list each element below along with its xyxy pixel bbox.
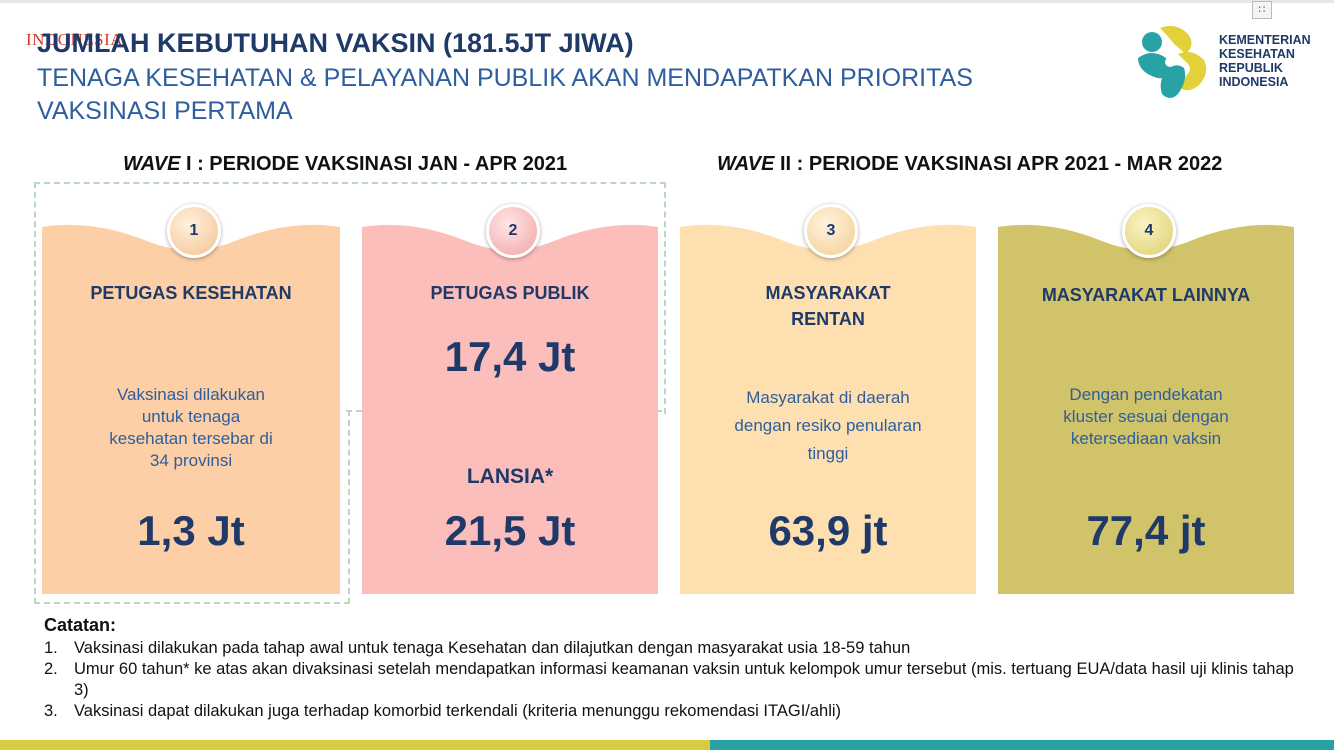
wave-1-heading: WAVE I : PERIODE VAKSINASI JAN - APR 202… [123, 153, 567, 176]
card-value: 1,3 Jt [137, 507, 245, 554]
bottom-bar-yellow [0, 740, 710, 750]
logo-line: REPUBLIK [1219, 61, 1283, 75]
card-background [680, 224, 976, 594]
card-petugas-kesehatan: 1 PETUGAS KESEHATAN Vaksinasi dilakukan … [42, 197, 340, 594]
note-text: Vaksinasi dapat dilakukan juga terhadap … [74, 702, 842, 720]
note-item: 3. Vaksinasi dapat dilakukan juga terhad… [44, 701, 1294, 722]
card-shape [998, 224, 1294, 594]
priority-dashed-frame-top [34, 182, 666, 414]
card-description: Masyarakat di daerah dengan resiko penul… [734, 388, 922, 463]
card-title: MASYARAKAT LAINNYA [1041, 285, 1251, 305]
priority-dashed-frame-left [34, 410, 350, 604]
watermark: INDONESIA [26, 30, 124, 49]
bottom-bar-teal [710, 740, 1334, 750]
card-title: MASYARAKAT RENTAN [765, 283, 891, 329]
card-masyarakat-lainnya: 4 MASYARAKAT LAINNYA Dengan pendekatan k… [998, 197, 1294, 594]
note-item: 1. Vaksinasi dilakukan pada tahap awal u… [44, 638, 1294, 659]
card-number-badge: 2 [486, 204, 540, 258]
card-description: Dengan pendekatan kluster sesuai dengan … [1063, 385, 1229, 448]
logo-line: INDONESIA [1219, 75, 1289, 89]
card-petugas-publik-lansia: 2 PETUGAS PUBLIK 17,4 Jt LANSIA* 21,5 Jt [362, 197, 658, 594]
kemenkes-logo-text: KEMENTERIAN KESEHATAN REPUBLIK INDONESIA [1219, 33, 1311, 89]
top-border [0, 0, 1334, 3]
logo-line: KESEHATAN [1219, 47, 1295, 61]
card-number-badge: 4 [1122, 204, 1176, 258]
wave-2-italic: WAVE [717, 153, 775, 175]
logo-line: KEMENTERIAN [1219, 33, 1311, 47]
note-item: 2. Umur 60 tahun* ke atas akan divaksina… [44, 659, 1294, 701]
wave-2-heading: WAVE II : PERIODE VAKSINASI APR 2021 - M… [717, 153, 1222, 176]
notes-title: Catatan: [44, 615, 117, 635]
card-title: PETUGAS PUBLIK [430, 283, 590, 303]
notes-section: Catatan: 1. Vaksinasi dilakukan pada tah… [44, 615, 1294, 722]
wave-2-period: II : PERIODE VAKSINASI APR 2021 - MAR 20… [774, 153, 1223, 175]
card-number-badge: 3 [804, 204, 858, 258]
card-title-lansia: LANSIA* [466, 465, 554, 488]
kemenkes-logo: KEMENTERIAN KESEHATAN REPUBLIK INDONESIA [1130, 22, 1311, 104]
note-number: 2. [44, 660, 58, 678]
bottom-color-bar [0, 740, 1334, 750]
card-number-badge: 1 [167, 204, 221, 258]
kemenkes-logo-mark-icon [1138, 26, 1207, 98]
grid-icon[interactable]: ∷ [1252, 1, 1272, 19]
card-description: Vaksinasi dilakukan untuk tenaga kesehat… [109, 385, 273, 470]
note-text: Vaksinasi dilakukan pada tahap awal untu… [74, 639, 911, 657]
card-value-lansia: 21,5 Jt [444, 507, 576, 554]
page-subtitle: TENAGA KESEHATAN & PELAYANAN PUBLIK AKAN… [37, 64, 973, 125]
wave-1-italic: WAVE [123, 153, 181, 175]
card-background [362, 224, 658, 594]
card-title: PETUGAS KESEHATAN [90, 283, 292, 303]
note-text: Umur 60 tahun* ke atas akan divaksinasi … [74, 660, 1294, 699]
card-background [42, 224, 340, 594]
card-value: 17,4 Jt [444, 333, 576, 380]
card-background [998, 224, 1294, 594]
card-shape [680, 224, 976, 594]
card-masyarakat-rentan: 3 MASYARAKAT RENTAN Masyarakat di daerah… [680, 197, 976, 594]
card-value: 77,4 jt [1086, 507, 1206, 554]
card-shape [42, 224, 340, 594]
note-number: 3. [44, 702, 58, 720]
card-value: 63,9 jt [768, 507, 888, 554]
wave-1-period: I : PERIODE VAKSINASI JAN - APR 2021 [180, 153, 568, 175]
note-number: 1. [44, 639, 58, 657]
page-title: JUMLAH KEBUTUHAN VAKSIN (181.5JT JIWA) [37, 28, 634, 58]
card-shape [362, 224, 658, 594]
